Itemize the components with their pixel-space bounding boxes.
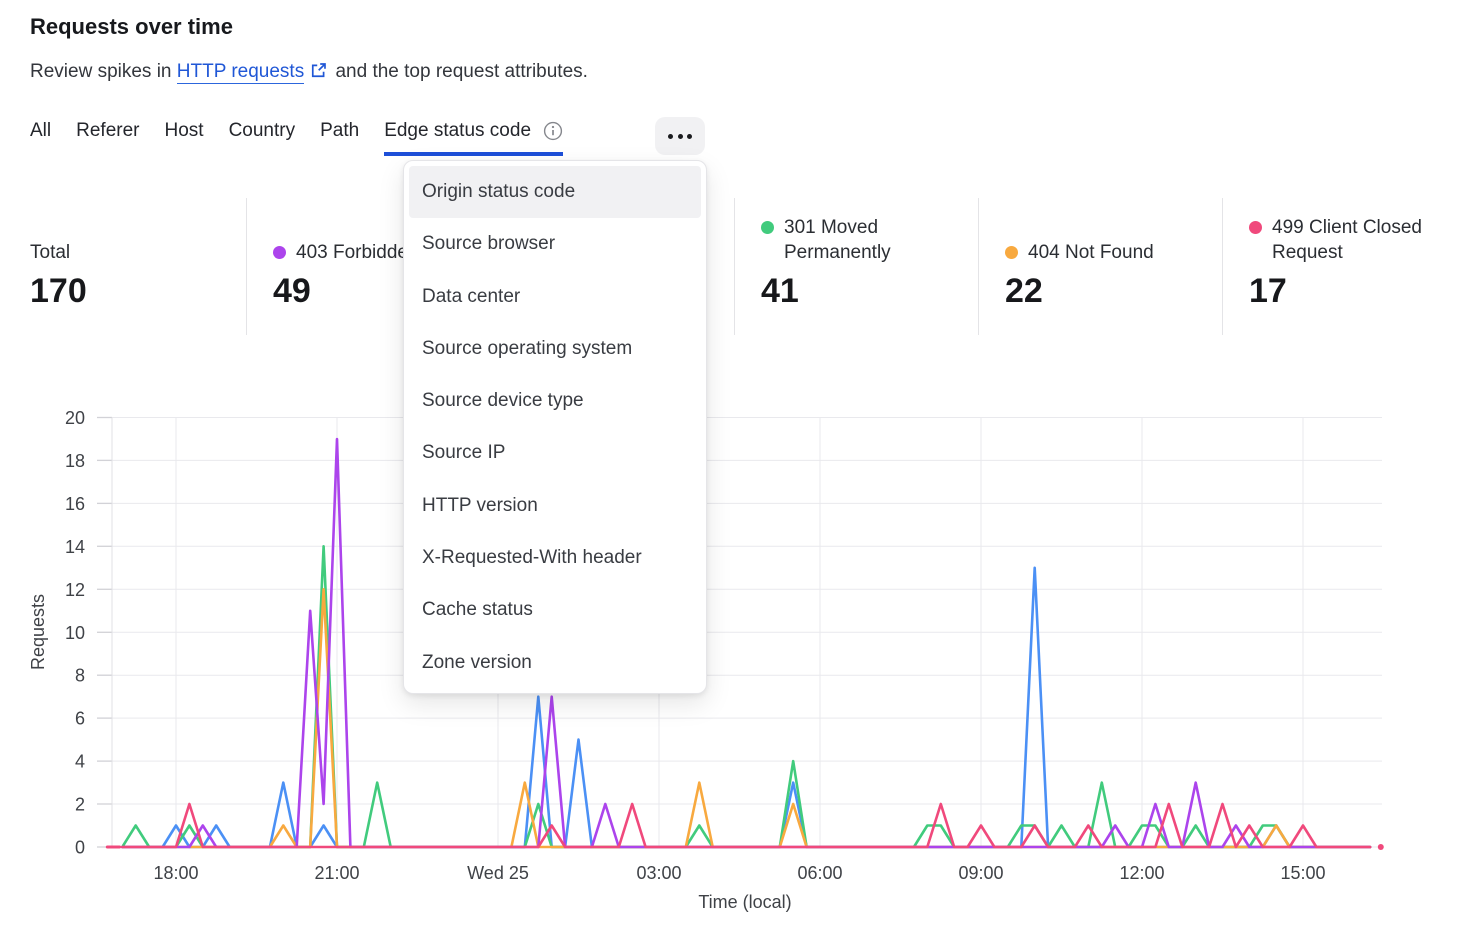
tab-host[interactable]: Host: [164, 118, 203, 144]
svg-text:2: 2: [75, 795, 85, 815]
svg-text:10: 10: [65, 623, 85, 643]
dropdown-item-source-operating-system[interactable]: Source operating system: [422, 337, 633, 359]
series-line-purple: [121, 437, 1372, 849]
svg-text:21:00: 21:00: [314, 863, 359, 883]
tab-all[interactable]: All: [30, 118, 51, 144]
stat-divider: [246, 198, 247, 335]
dropdown-item-source-browser[interactable]: Source browser: [422, 233, 556, 255]
dropdown-item-source-ip[interactable]: Source IP: [422, 442, 506, 464]
series-dot-301: [761, 221, 774, 234]
svg-text:Wed 25: Wed 25: [467, 863, 529, 883]
tab-path[interactable]: Path: [320, 118, 359, 144]
stat-divider: [978, 198, 979, 335]
svg-text:18:00: 18:00: [153, 863, 198, 883]
tab-edge-status-code-label: Edge status code: [384, 120, 532, 141]
stat-403-forbidden[interactable]: 403 Forbidden 49: [273, 190, 419, 310]
series-line-orange: [121, 587, 1372, 849]
svg-text:20: 20: [65, 408, 85, 428]
stat-divider: [734, 198, 735, 335]
svg-text:09:00: 09:00: [958, 863, 1003, 883]
dropdown-item-data-center[interactable]: Data center: [422, 285, 521, 307]
external-link-icon: [312, 63, 327, 78]
svg-text:03:00: 03:00: [636, 863, 681, 883]
stat-label: Total: [30, 242, 71, 263]
attribute-tabs: All Referer Host Country Path Edge statu…: [30, 118, 564, 156]
svg-text:6: 6: [75, 709, 85, 729]
more-options-button[interactable]: [655, 117, 705, 155]
ellipsis-dot: [668, 133, 673, 139]
tab-referer[interactable]: Referer: [76, 118, 139, 144]
stat-301-moved-permanently[interactable]: 301 Moved Permanently 41: [761, 190, 946, 310]
stat-value: 41: [761, 272, 799, 310]
tab-country[interactable]: Country: [229, 118, 296, 144]
series-line-green: [121, 544, 1372, 849]
svg-text:18: 18: [65, 451, 85, 471]
subtitle-suffix: and the top request attributes.: [335, 61, 588, 82]
svg-text:4: 4: [75, 752, 85, 772]
svg-text:06:00: 06:00: [797, 863, 842, 883]
stat-label: 403 Forbidden: [296, 242, 419, 263]
stat-value: 17: [1249, 272, 1287, 310]
dropdown-item-cache-status[interactable]: Cache status: [422, 599, 533, 621]
dropdown-item-zone-version[interactable]: Zone version: [422, 651, 532, 673]
stat-label: 499 Client Closed Request: [1272, 217, 1422, 263]
stat-total[interactable]: Total 170: [30, 190, 87, 310]
stat-value: 170: [30, 272, 87, 310]
ellipsis-dot: [687, 133, 692, 139]
ellipsis-dot: [677, 133, 683, 139]
series-dot-499: [1249, 221, 1262, 234]
svg-text:0: 0: [75, 838, 85, 858]
svg-text:14: 14: [65, 537, 85, 557]
stat-404-not-found[interactable]: 404 Not Found 22: [1005, 190, 1154, 310]
http-requests-link[interactable]: HTTP requests: [176, 61, 305, 84]
attribute-dropdown-menu: Origin status code Source browser Data c…: [403, 160, 707, 694]
svg-text:Requests: Requests: [28, 594, 48, 670]
page-title: Requests over time: [30, 14, 233, 39]
svg-text:Time (local): Time (local): [698, 892, 791, 912]
stat-divider: [1222, 198, 1223, 335]
tab-edge-status-code[interactable]: Edge status code: [384, 118, 564, 156]
dropdown-item-source-device-type[interactable]: Source device type: [422, 390, 584, 412]
dropdown-item-http-version[interactable]: HTTP version: [422, 494, 538, 516]
stat-label: 404 Not Found: [1028, 242, 1154, 263]
svg-text:12: 12: [65, 580, 85, 600]
stat-value: 49: [273, 272, 311, 310]
stat-label: 301 Moved Permanently: [784, 217, 891, 263]
dropdown-item-origin-status-code[interactable]: Origin status code: [409, 166, 701, 219]
subtitle-prefix: Review spikes in: [30, 61, 172, 82]
series-line-blue: [121, 566, 1372, 849]
series-dot-403: [273, 246, 286, 259]
svg-text:12:00: 12:00: [1119, 863, 1164, 883]
series-dot-404: [1005, 246, 1018, 259]
subtitle: Review spikes in HTTP requests and the t…: [30, 61, 588, 84]
series-line-pink: [121, 802, 1372, 849]
svg-text:16: 16: [65, 494, 85, 514]
stat-value: 22: [1005, 272, 1043, 310]
stat-499-client-closed-request[interactable]: 499 Client Closed Request 17: [1249, 190, 1434, 310]
series-end-dot-pink: [1377, 844, 1384, 850]
dropdown-item-x-requested-with-header[interactable]: X-Requested-With header: [422, 547, 642, 569]
svg-text:8: 8: [75, 666, 85, 686]
svg-text:15:00: 15:00: [1280, 863, 1325, 883]
info-icon[interactable]: [543, 121, 563, 141]
